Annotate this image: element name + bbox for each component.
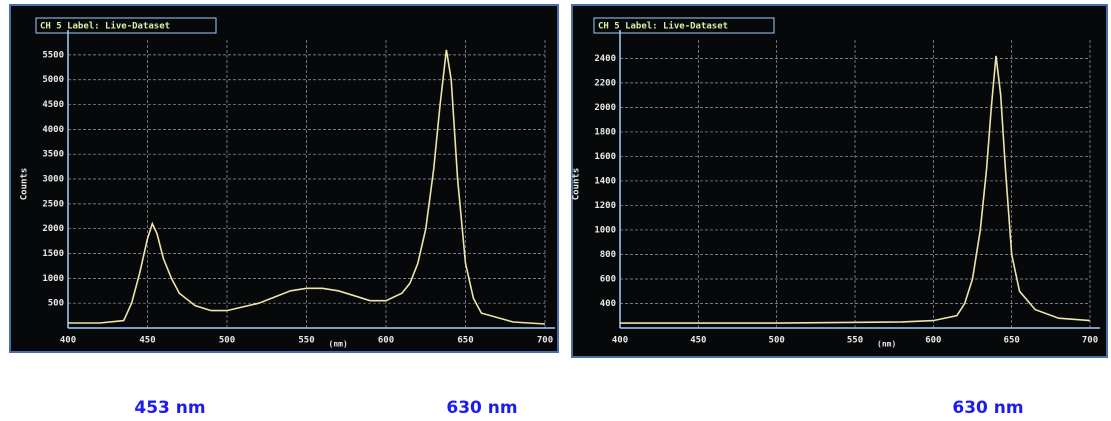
caption: 630 nm: [446, 398, 517, 418]
y-tick-label: 2400: [594, 54, 616, 64]
y-tick-label: 2500: [42, 199, 64, 209]
x-tick-label: 450: [139, 336, 155, 346]
caption: 453 nm: [134, 398, 205, 418]
chart-title: CH 5 Label: Live-Dataset: [40, 21, 170, 32]
y-tick-label: 1000: [42, 274, 64, 284]
screen-left: [9, 4, 559, 353]
y-tick-label: 600: [600, 274, 616, 284]
x-tick-label: 500: [769, 336, 785, 346]
chart-title: CH 5 Label: Live-Dataset: [598, 21, 728, 32]
y-tick-label: 1600: [594, 152, 616, 162]
y-tick-label: 1500: [42, 249, 64, 259]
y-axis-label: Counts: [20, 168, 30, 201]
x-axis-label: (nm): [329, 340, 348, 349]
caption: 630 nm: [952, 398, 1023, 418]
y-tick-label: 400: [600, 299, 616, 309]
title-box: [35, 17, 217, 34]
y-tick-label: 5000: [42, 75, 64, 85]
x-tick-label: 500: [219, 336, 235, 346]
spectrum-line: [620, 55, 1091, 324]
y-tick-label: 2200: [594, 78, 616, 88]
x-tick-label: 400: [612, 336, 628, 346]
y-tick-label: 3000: [42, 175, 64, 185]
x-tick-label: 400: [60, 336, 76, 346]
x-tick-label: 650: [1004, 336, 1020, 346]
y-tick-label: 500: [48, 299, 64, 309]
title-box: [593, 17, 775, 34]
x-tick-label: 600: [378, 336, 394, 346]
y-tick-label: 800: [600, 250, 616, 260]
x-tick-label: 700: [1082, 336, 1098, 346]
x-tick-label: 550: [847, 336, 863, 346]
x-tick-label: 650: [457, 336, 473, 346]
y-tick-label: 2000: [594, 103, 616, 113]
x-tick-label: 450: [690, 336, 706, 346]
y-tick-label: 3500: [42, 150, 64, 160]
x-axis-label: (nm): [877, 340, 896, 349]
y-tick-label: 1000: [594, 225, 616, 235]
y-tick-label: 4500: [42, 100, 64, 110]
y-tick-label: 4000: [42, 125, 64, 135]
y-tick-label: 1800: [594, 127, 616, 137]
y-axis-label: Counts: [572, 168, 582, 201]
x-tick-label: 550: [298, 336, 314, 346]
x-tick-label: 600: [925, 336, 941, 346]
y-tick-label: 2000: [42, 224, 64, 234]
x-tick-label: 700: [537, 336, 553, 346]
y-tick-label: 1400: [594, 176, 616, 186]
spectrum-line: [68, 49, 546, 325]
y-tick-label: 5500: [42, 50, 64, 60]
y-tick-label: 1200: [594, 201, 616, 211]
